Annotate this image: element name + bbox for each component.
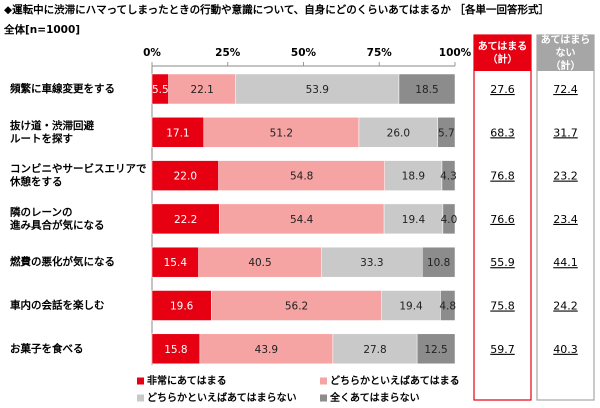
data-label: 19.6 <box>170 301 194 313</box>
summary-value: 31.7 <box>553 126 578 139</box>
chart-title: ◆運転中に渋滞にハマってしまったときの行動や意識について、自身にどのくらいあては… <box>4 3 549 16</box>
x-tick-label: 25% <box>215 47 241 59</box>
bar-segment <box>151 160 219 191</box>
bar-segment <box>151 333 201 365</box>
data-label: 4.0 <box>441 214 458 226</box>
bar-segment <box>358 117 438 148</box>
bar-segment <box>235 73 400 105</box>
data-label: 18.5 <box>415 84 438 96</box>
data-label: 19.4 <box>402 214 426 226</box>
summary-value: 76.6 <box>490 213 515 226</box>
data-label: 22.1 <box>190 84 213 96</box>
category-label: お菓子を食べる <box>10 342 84 355</box>
data-label: 12.5 <box>424 344 447 356</box>
bar-segment <box>321 246 423 278</box>
data-label: 15.8 <box>164 344 187 356</box>
legend-swatch <box>137 394 144 402</box>
data-label: 54.8 <box>290 171 313 183</box>
bar-segment <box>442 203 456 235</box>
data-label: 26.0 <box>387 127 410 139</box>
x-tick-label: 75% <box>367 47 393 59</box>
x-tick-label: 0% <box>143 47 161 59</box>
bar-segment <box>211 290 382 321</box>
category-label: 隣のレーンの進み具合が気になる <box>10 205 105 231</box>
bar-segment <box>416 333 456 365</box>
data-label: 5.5 <box>152 84 169 96</box>
x-tick-label: 50% <box>291 47 317 59</box>
data-label: 56.2 <box>285 301 308 313</box>
legend-label: 全くあてはまらない <box>329 391 420 404</box>
summary-value: 76.8 <box>490 170 515 183</box>
data-label: 51.2 <box>270 127 293 139</box>
data-label: 17.1 <box>166 127 189 139</box>
data-label: 4.8 <box>439 301 456 313</box>
summary-value: 59.7 <box>490 343 515 356</box>
data-label: 27.8 <box>363 344 386 356</box>
summary-header <box>537 35 594 71</box>
legend-swatch <box>320 394 327 402</box>
bar-segment <box>384 160 443 191</box>
summary-value: 24.2 <box>553 300 578 313</box>
summary-header-label: あてはまらない（計） <box>541 33 591 72</box>
bar-segment <box>332 333 418 365</box>
summary-value: 75.8 <box>490 300 515 313</box>
data-label: 10.8 <box>427 257 450 269</box>
legend-label: どちらかといえばあてはまる <box>330 374 460 387</box>
bar-segment <box>398 73 456 105</box>
data-label: 19.4 <box>399 301 423 313</box>
bar-segment <box>440 290 456 321</box>
summary-value: 40.3 <box>553 343 578 356</box>
category-label: 車内の会話を楽しむ <box>10 299 105 312</box>
summary-value: 68.3 <box>490 126 515 139</box>
summary-value: 27.6 <box>490 83 515 96</box>
legend-swatch <box>137 377 144 385</box>
data-label: 22.2 <box>174 214 197 226</box>
legend-label: どちらかといえばあてはまらない <box>147 391 297 404</box>
bar-segment <box>219 203 385 235</box>
summary-value: 23.2 <box>553 170 578 183</box>
category-label: 頻繁に車線変更をする <box>10 82 115 95</box>
data-label: 4.3 <box>440 171 457 183</box>
bar-segment <box>198 246 322 278</box>
data-label: 33.3 <box>360 257 383 269</box>
chart-subtitle: 全体[n=1000] <box>3 23 80 36</box>
bar-segment <box>437 117 456 148</box>
legend-label: 非常にあてはまる <box>147 374 227 387</box>
data-label: 18.9 <box>402 171 425 183</box>
data-label: 40.5 <box>248 257 271 269</box>
summary-value: 72.4 <box>553 83 578 96</box>
data-label: 53.9 <box>306 84 329 96</box>
x-tick-label: 100% <box>439 47 472 59</box>
category-label: 燃費の悪化が気になる <box>10 255 115 268</box>
bar-segment <box>422 246 456 278</box>
category-label: 抜け道・渋滞回避ルートを探す <box>10 119 94 145</box>
bar-segment <box>199 333 334 365</box>
summary-value: 23.4 <box>553 213 578 226</box>
data-label: 43.9 <box>255 344 278 356</box>
summary-value: 55.9 <box>490 256 515 269</box>
legend-swatch <box>320 377 327 385</box>
bar-segment <box>151 203 220 235</box>
category-label: コンビニやサービスエリアで休憩をする <box>9 162 147 188</box>
summary-value: 44.1 <box>553 256 578 269</box>
bar-segment <box>383 203 444 235</box>
bar-segment <box>203 117 360 148</box>
data-label: 5.7 <box>438 127 455 139</box>
bar-segment <box>151 117 205 148</box>
data-label: 15.4 <box>164 257 188 269</box>
summary-header <box>474 35 531 71</box>
bar-segment <box>441 160 456 191</box>
data-label: 22.0 <box>174 171 197 183</box>
summary-header-label: あてはまる（計） <box>478 40 528 66</box>
data-label: 54.4 <box>290 214 314 226</box>
